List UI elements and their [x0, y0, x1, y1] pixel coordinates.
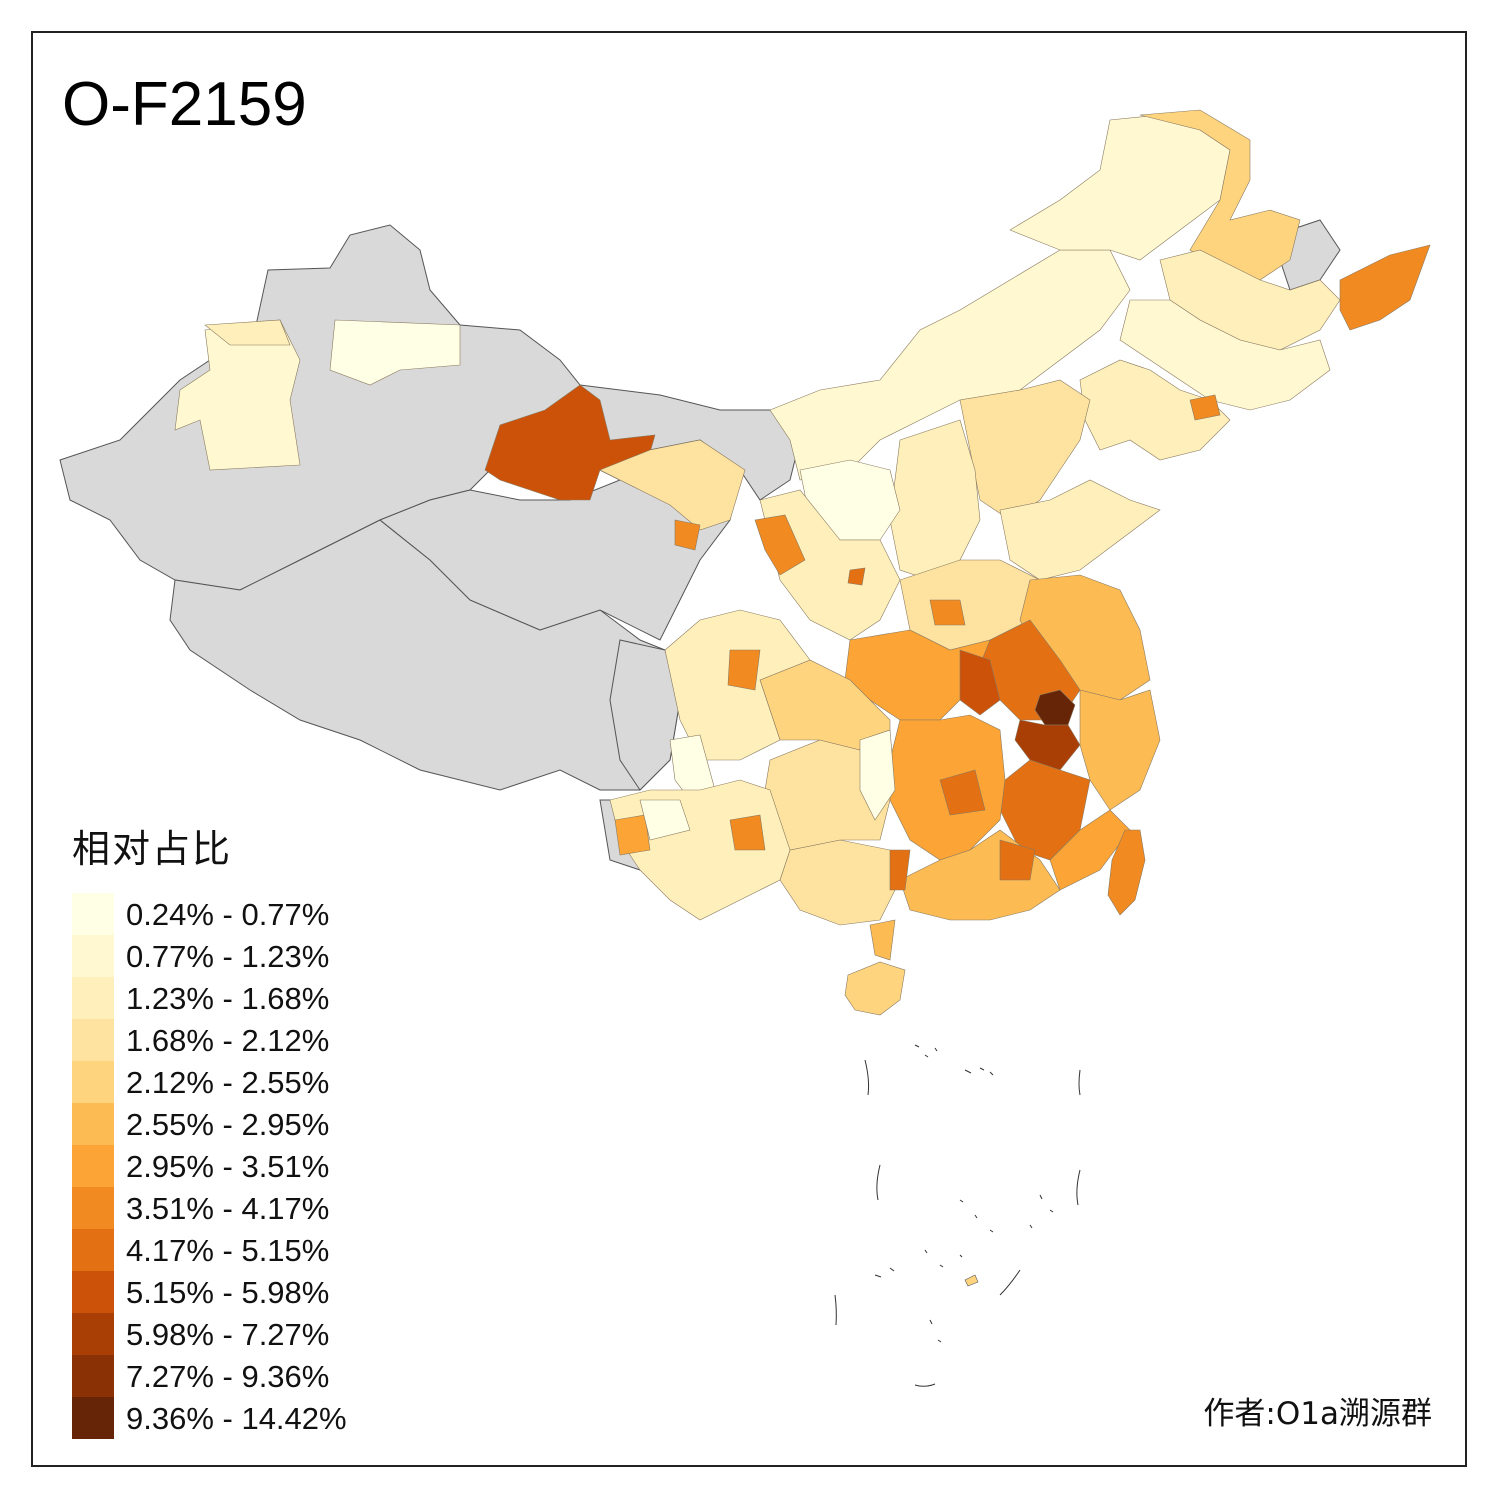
legend-item: 2.95% - 3.51% — [72, 1145, 329, 1187]
region-shandong — [999, 479, 1161, 581]
legend-label: 0.77% - 1.23% — [126, 939, 330, 974]
legend: 相对占比 0.24% - 0.77% 0.77% - 1.23% 1.23% -… — [72, 818, 347, 1439]
region-heilongjiang — [1139, 109, 1301, 281]
region-leizhou — [869, 919, 896, 961]
legend-swatch — [72, 1019, 114, 1061]
region-guangxi-light — [859, 729, 896, 821]
region-liaoning-spot — [1189, 394, 1221, 421]
region-yunnan-west — [614, 814, 651, 856]
map-frame — [31, 31, 1467, 1467]
region-henan-spot — [929, 599, 966, 626]
legend-swatch — [72, 893, 114, 935]
region-xinjiang-north-3 — [329, 319, 461, 386]
legend-title: 相对占比 — [72, 827, 233, 871]
south-sea-islands — [834, 1044, 1081, 1387]
region-xinjiang-north-1 — [174, 319, 301, 471]
legend-swatch — [72, 1145, 114, 1187]
legend-swatch — [72, 1229, 114, 1271]
legend-swatch — [72, 1061, 114, 1103]
legend-label: 2.95% - 3.51% — [126, 1149, 330, 1184]
legend-swatch — [72, 1397, 114, 1439]
legend-label: 3.51% - 4.17% — [126, 1191, 330, 1226]
legend-swatch — [72, 935, 114, 977]
region-guangxi — [779, 839, 901, 926]
legend-item: 3.51% - 4.17% — [72, 1187, 329, 1229]
region-hot-ring — [1014, 719, 1081, 771]
legend-label: 1.23% - 1.68% — [126, 981, 330, 1016]
legend-label: 4.17% - 5.15% — [126, 1233, 330, 1268]
region-zhejiang — [1079, 689, 1161, 811]
region-gansu-west — [484, 384, 656, 501]
legend-item: 7.27% - 9.36% — [72, 1355, 329, 1397]
region-shanxi — [889, 419, 981, 581]
data-regions — [174, 109, 1431, 1016]
legend-item: 1.23% - 1.68% — [72, 977, 329, 1019]
legend-swatch — [72, 1355, 114, 1397]
legend-label: 2.55% - 2.95% — [126, 1107, 330, 1142]
legend-item: 0.77% - 1.23% — [72, 935, 329, 977]
region-guangxi-spot — [889, 849, 911, 891]
region-hubei-dark — [959, 649, 1001, 716]
legend-swatch — [72, 1313, 114, 1355]
legend-swatch — [72, 1103, 114, 1145]
region-shaanxi-spot-2 — [847, 567, 866, 586]
region-gansu-corridor — [599, 439, 746, 531]
legend-label: 5.98% - 7.27% — [126, 1317, 330, 1352]
legend-label: 7.27% - 9.36% — [126, 1359, 330, 1394]
legend-item: 5.15% - 5.98% — [72, 1271, 329, 1313]
legend-label: 2.12% - 2.55% — [126, 1065, 330, 1100]
region-taiwan — [1107, 829, 1146, 916]
legend-label: 0.24% - 0.77% — [126, 897, 330, 932]
region-hebei-beijing — [959, 379, 1091, 521]
legend-item: 1.68% - 2.12% — [72, 1019, 329, 1061]
region-hainan — [844, 961, 906, 1016]
south-sea-small-island — [964, 1274, 979, 1287]
region-hunan-spot — [939, 769, 986, 816]
region-yunnan-north — [639, 799, 691, 841]
region-guangdong-spot — [999, 839, 1036, 881]
legend-swatch — [72, 977, 114, 1019]
region-yunnan-spot — [729, 814, 766, 851]
legend-label: 5.15% - 5.98% — [126, 1275, 330, 1310]
legend-item: 2.55% - 2.95% — [72, 1103, 329, 1145]
legend-item: 4.17% - 5.15% — [72, 1229, 329, 1271]
region-xinjiang-north-2 — [204, 319, 291, 346]
region-shaanxi — [759, 489, 901, 641]
legend-label: 9.36% - 14.42% — [126, 1401, 347, 1436]
legend-item: 2.12% - 2.55% — [72, 1061, 329, 1103]
region-qinghai-east — [674, 519, 701, 551]
region-jilin — [1119, 299, 1331, 411]
legend-swatch — [72, 1187, 114, 1229]
map-title: O-F2159 — [62, 70, 307, 139]
region-shaanxi-spot — [754, 514, 806, 576]
region-liaoning — [1079, 359, 1231, 461]
region-heilongjiang-east-2 — [1339, 244, 1431, 331]
author-credit: 作者:O1a溯源群 — [1203, 1396, 1432, 1432]
legend-item: 5.98% - 7.27% — [72, 1313, 329, 1355]
legend-item: 0.24% - 0.77% — [72, 893, 329, 935]
legend-swatch — [72, 1271, 114, 1313]
legend-label: 1.68% - 2.12% — [126, 1023, 330, 1058]
legend-item: 9.36% - 14.42% — [72, 1397, 347, 1439]
region-sichuan-spot — [727, 649, 761, 691]
